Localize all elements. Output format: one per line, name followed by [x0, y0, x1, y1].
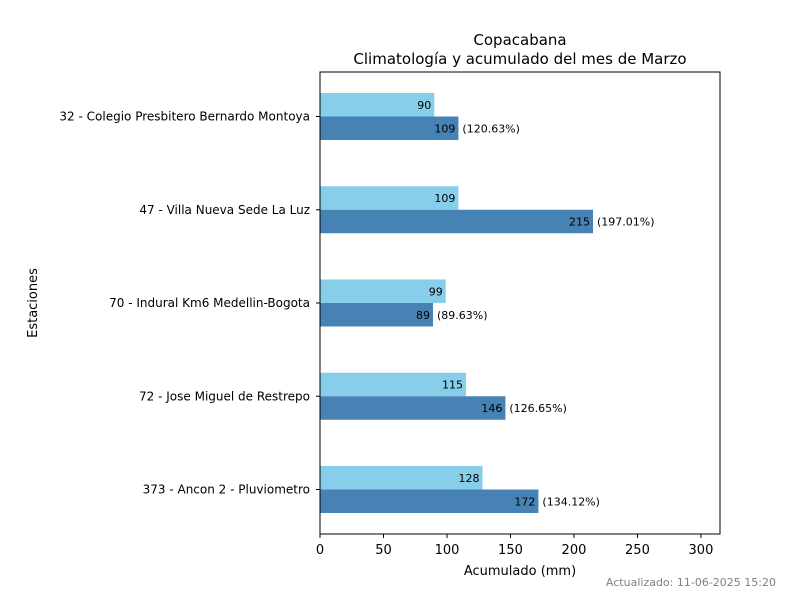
bar — [320, 186, 459, 210]
bar-value-label: 146 — [481, 402, 502, 415]
bar-value-label: 109 — [434, 192, 455, 205]
bar-value-label: 90 — [417, 99, 431, 112]
bar-percent-label: (89.63%) — [437, 309, 488, 322]
bar-percent-label: (197.01%) — [597, 216, 655, 229]
chart-subtitle: Climatología y acumulado del mes de Marz… — [353, 50, 686, 68]
bar-value-label: 115 — [442, 379, 463, 392]
bar — [320, 279, 446, 303]
bar — [320, 396, 506, 420]
bar — [320, 466, 483, 490]
bar-percent-label: (126.65%) — [509, 402, 567, 415]
chart-title: Copacabana — [473, 31, 566, 49]
bar — [320, 372, 467, 397]
y-tick-label: 47 - Villa Nueva Sede La Luz — [139, 203, 310, 217]
bar — [320, 303, 434, 327]
y-tick-label: 70 - Indural Km6 Medellin-Bogota — [109, 296, 310, 310]
x-tick-label: 0 — [316, 543, 324, 558]
bar-value-label: 215 — [569, 216, 590, 229]
x-tick-label: 250 — [625, 543, 650, 558]
bar-value-label: 99 — [429, 285, 443, 298]
x-axis-ticks: 0 50 100 150 200 250 300 — [316, 534, 714, 558]
x-tick-label: 150 — [498, 543, 523, 558]
updated-footer: Actualizado: 11-06-2025 15:20 — [606, 576, 776, 589]
bar — [320, 116, 459, 140]
y-tick-label: 373 - Ancon 2 - Pluviometro — [143, 483, 310, 497]
y-axis-title: Estaciones — [26, 268, 41, 338]
bar-value-label: 128 — [459, 472, 480, 485]
bar-value-label: 89 — [416, 309, 430, 322]
y-tick-label: 32 - Colegio Presbitero Bernardo Montoya — [59, 110, 310, 124]
y-tick-label: 72 - Jose Miguel de Restrepo — [139, 389, 310, 403]
x-axis-title: Acumulado (mm) — [464, 564, 576, 579]
x-tick-label: 200 — [562, 543, 587, 558]
x-tick-label: 50 — [375, 543, 392, 558]
bar — [320, 93, 435, 117]
x-tick-label: 300 — [689, 543, 714, 558]
bar-percent-label: (120.63%) — [462, 122, 520, 135]
bar-value-label: 109 — [434, 122, 455, 135]
x-tick-label: 100 — [435, 543, 460, 558]
bar — [320, 209, 594, 234]
y-axis-ticks: 32 - Colegio Presbitero Bernardo Montoya… — [59, 110, 320, 497]
bar-value-label: 172 — [514, 495, 535, 508]
bar-percent-label: (134.12%) — [542, 495, 600, 508]
bar — [320, 489, 539, 513]
plot-frame — [319, 71, 721, 535]
bars-group — [320, 93, 594, 513]
